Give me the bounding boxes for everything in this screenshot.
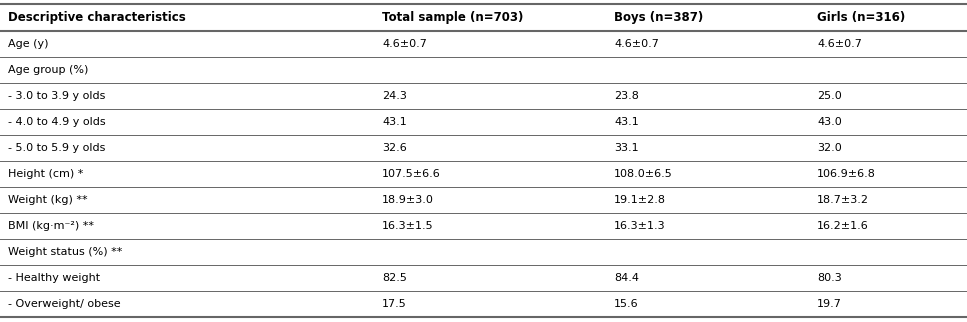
Text: Age group (%): Age group (%) — [8, 65, 88, 75]
Text: 25.0: 25.0 — [817, 91, 842, 101]
Text: BMI (kg·m⁻²) **: BMI (kg·m⁻²) ** — [8, 221, 94, 231]
Text: Height (cm) *: Height (cm) * — [8, 169, 83, 179]
Text: 108.0±6.5: 108.0±6.5 — [614, 169, 673, 179]
Text: 43.0: 43.0 — [817, 117, 842, 127]
Text: Descriptive characteristics: Descriptive characteristics — [8, 11, 186, 24]
Text: 43.1: 43.1 — [382, 117, 407, 127]
Text: 16.3±1.5: 16.3±1.5 — [382, 221, 433, 231]
Text: 32.6: 32.6 — [382, 143, 407, 153]
Text: Boys (n=387): Boys (n=387) — [614, 11, 703, 24]
Text: 23.8: 23.8 — [614, 91, 639, 101]
Text: 17.5: 17.5 — [382, 299, 407, 309]
Text: 43.1: 43.1 — [614, 117, 639, 127]
Text: 16.2±1.6: 16.2±1.6 — [817, 221, 869, 231]
Text: - Overweight/ obese: - Overweight/ obese — [8, 299, 120, 309]
Text: - Healthy weight: - Healthy weight — [8, 273, 100, 283]
Text: Total sample (n=703): Total sample (n=703) — [382, 11, 523, 24]
Text: 4.6±0.7: 4.6±0.7 — [614, 39, 659, 49]
Text: Weight (kg) **: Weight (kg) ** — [8, 195, 87, 205]
Text: 4.6±0.7: 4.6±0.7 — [817, 39, 862, 49]
Text: 32.0: 32.0 — [817, 143, 842, 153]
Text: 19.7: 19.7 — [817, 299, 842, 309]
Text: 24.3: 24.3 — [382, 91, 407, 101]
Text: 107.5±6.6: 107.5±6.6 — [382, 169, 441, 179]
Text: Age (y): Age (y) — [8, 39, 48, 49]
Text: 18.7±3.2: 18.7±3.2 — [817, 195, 869, 205]
Text: - 5.0 to 5.9 y olds: - 5.0 to 5.9 y olds — [8, 143, 105, 153]
Text: 84.4: 84.4 — [614, 273, 639, 283]
Text: 106.9±6.8: 106.9±6.8 — [817, 169, 876, 179]
Text: 82.5: 82.5 — [382, 273, 407, 283]
Text: - 4.0 to 4.9 y olds: - 4.0 to 4.9 y olds — [8, 117, 105, 127]
Text: - 3.0 to 3.9 y olds: - 3.0 to 3.9 y olds — [8, 91, 105, 101]
Text: 18.9±3.0: 18.9±3.0 — [382, 195, 434, 205]
Text: 33.1: 33.1 — [614, 143, 638, 153]
Text: 4.6±0.7: 4.6±0.7 — [382, 39, 426, 49]
Text: 15.6: 15.6 — [614, 299, 638, 309]
Text: Girls (n=316): Girls (n=316) — [817, 11, 905, 24]
Text: 80.3: 80.3 — [817, 273, 842, 283]
Text: 19.1±2.8: 19.1±2.8 — [614, 195, 666, 205]
Text: 16.3±1.3: 16.3±1.3 — [614, 221, 665, 231]
Text: Weight status (%) **: Weight status (%) ** — [8, 247, 122, 257]
